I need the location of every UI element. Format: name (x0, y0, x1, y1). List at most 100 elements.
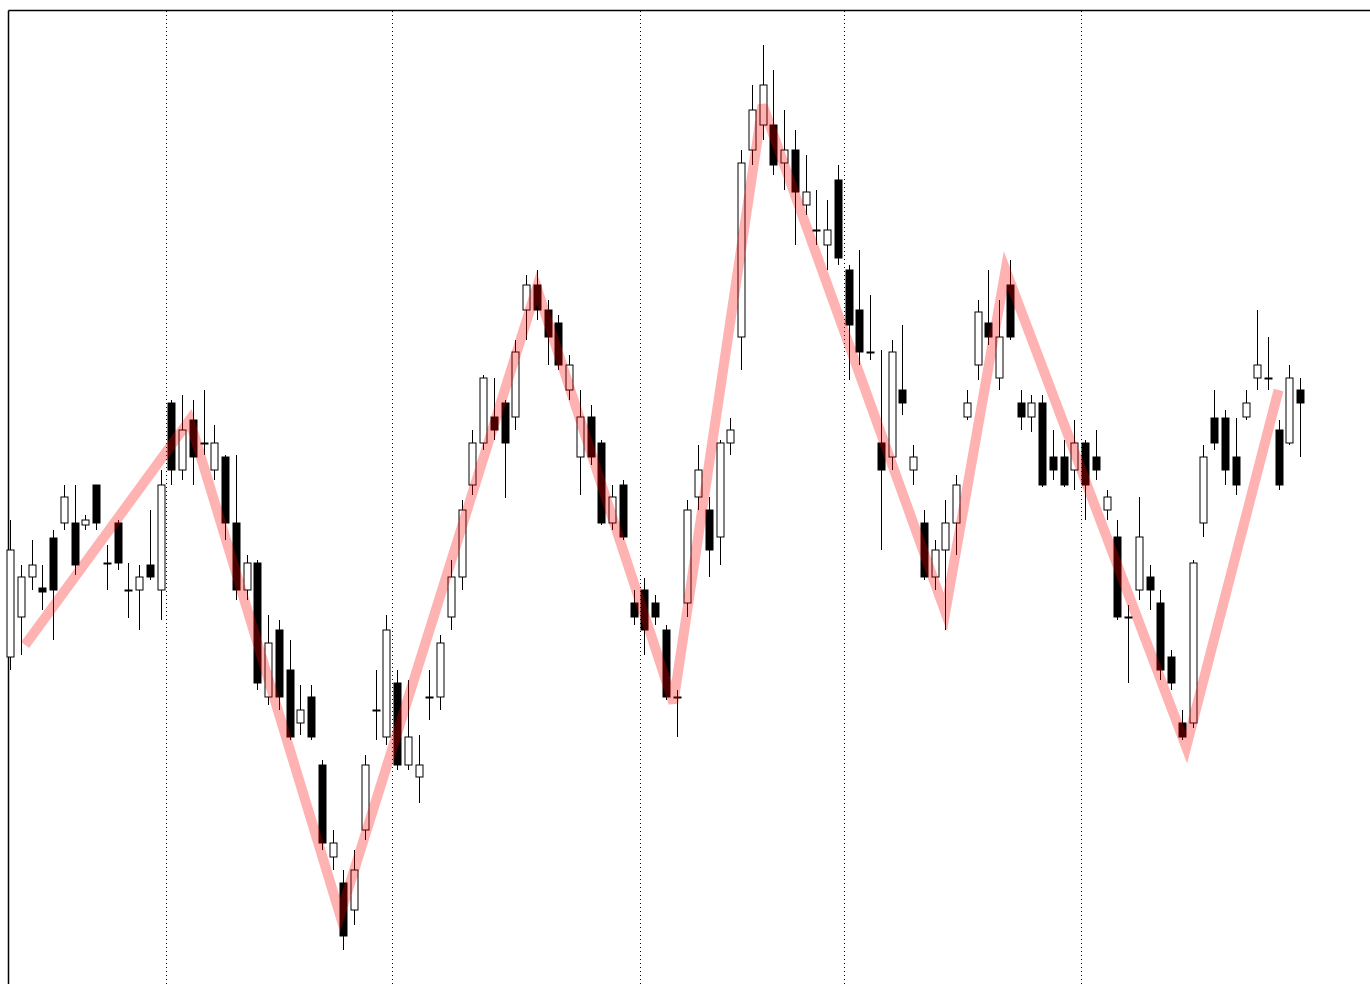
candle-body (1167, 656, 1176, 684)
candle-body (329, 842, 338, 858)
candle-body (200, 442, 209, 445)
candle-body (404, 736, 413, 766)
candle-body (952, 484, 961, 524)
candle-body (587, 416, 596, 458)
candle-body (135, 576, 144, 591)
candle-body (909, 456, 918, 471)
candle-body (823, 229, 832, 246)
candle-body (1221, 417, 1230, 471)
candle-body (167, 402, 176, 471)
candle-body (1296, 389, 1305, 404)
candle-body (425, 696, 434, 699)
candle-body (275, 629, 284, 698)
candle-body (232, 522, 241, 591)
candle-body (393, 682, 402, 766)
candle-body (630, 602, 639, 618)
candle-body (157, 484, 166, 591)
candle-body (812, 229, 821, 232)
candle-body (748, 109, 757, 151)
candle-body (963, 402, 972, 418)
candle-body (941, 522, 950, 551)
candle-body (619, 484, 628, 538)
candle-body (178, 429, 187, 471)
candle-body (1092, 456, 1101, 471)
candle-body (1275, 429, 1284, 486)
candle-body (210, 442, 219, 471)
candle-body (479, 377, 488, 444)
candle-body (651, 602, 660, 618)
candle-body (361, 764, 370, 831)
candle-body (791, 149, 800, 193)
candle-body (1124, 616, 1133, 619)
candle-body (1135, 536, 1144, 591)
candle-body (372, 709, 381, 712)
candle-body (318, 764, 327, 844)
candle-body (415, 764, 424, 778)
candle-body (802, 191, 811, 206)
candle-body (81, 519, 90, 526)
candle-body (71, 522, 80, 566)
candle-body (1199, 456, 1208, 524)
candle-body (60, 496, 69, 524)
candle-body (1038, 402, 1047, 486)
candle-body (608, 496, 617, 524)
candle-body (253, 562, 262, 684)
candle-body (694, 469, 703, 498)
candle-body (1060, 456, 1069, 486)
candle-body (501, 402, 510, 444)
candle-body (350, 869, 359, 911)
candle-body (1242, 402, 1251, 418)
candle-body (544, 309, 553, 338)
candle-body (1210, 417, 1219, 444)
candle-body (1253, 364, 1262, 379)
candle-body (6, 549, 15, 658)
candle-body (576, 416, 585, 458)
candle-body (38, 587, 47, 593)
candle-body (511, 351, 520, 418)
candle-body (490, 416, 499, 431)
candle-body (662, 629, 671, 698)
candle-body (124, 589, 133, 592)
candle-body (221, 456, 230, 524)
candle-body (780, 149, 789, 164)
candle-body (447, 576, 456, 618)
candle-body (1081, 442, 1090, 486)
candle-body (264, 642, 273, 698)
candle-body (49, 537, 58, 591)
candle-body (683, 509, 692, 604)
candle-body (533, 284, 542, 311)
candle-body (436, 642, 445, 698)
candle-body (1049, 456, 1058, 471)
candle-body (877, 442, 886, 471)
candle-body (931, 549, 940, 578)
candle-body (1178, 722, 1187, 738)
candle-body (716, 442, 725, 538)
candle-body (726, 429, 735, 444)
candle-body (995, 336, 1004, 379)
candle-body (1006, 284, 1015, 338)
candle-body (845, 269, 854, 326)
candle-body (1189, 562, 1198, 724)
candle-body (114, 522, 123, 564)
candle-body (984, 322, 993, 338)
candle-body (382, 629, 391, 738)
candle-body (640, 589, 649, 631)
candle-body (1264, 377, 1273, 380)
candle-body (737, 162, 746, 338)
candle-body (339, 882, 348, 937)
candle-body (1232, 456, 1241, 486)
candle-body (759, 84, 768, 126)
zigzag-line (21, 103, 1284, 932)
candle-body (888, 351, 897, 458)
candle-body (103, 562, 112, 565)
candle-body (1027, 402, 1036, 418)
candle-body (1070, 442, 1079, 471)
candle-body (1113, 536, 1122, 618)
candle-body (554, 322, 563, 366)
candle-body (17, 576, 26, 618)
candle-body (1017, 402, 1026, 418)
candle-body (855, 309, 864, 353)
candle-body (1103, 496, 1112, 511)
candle-body (1146, 576, 1155, 591)
